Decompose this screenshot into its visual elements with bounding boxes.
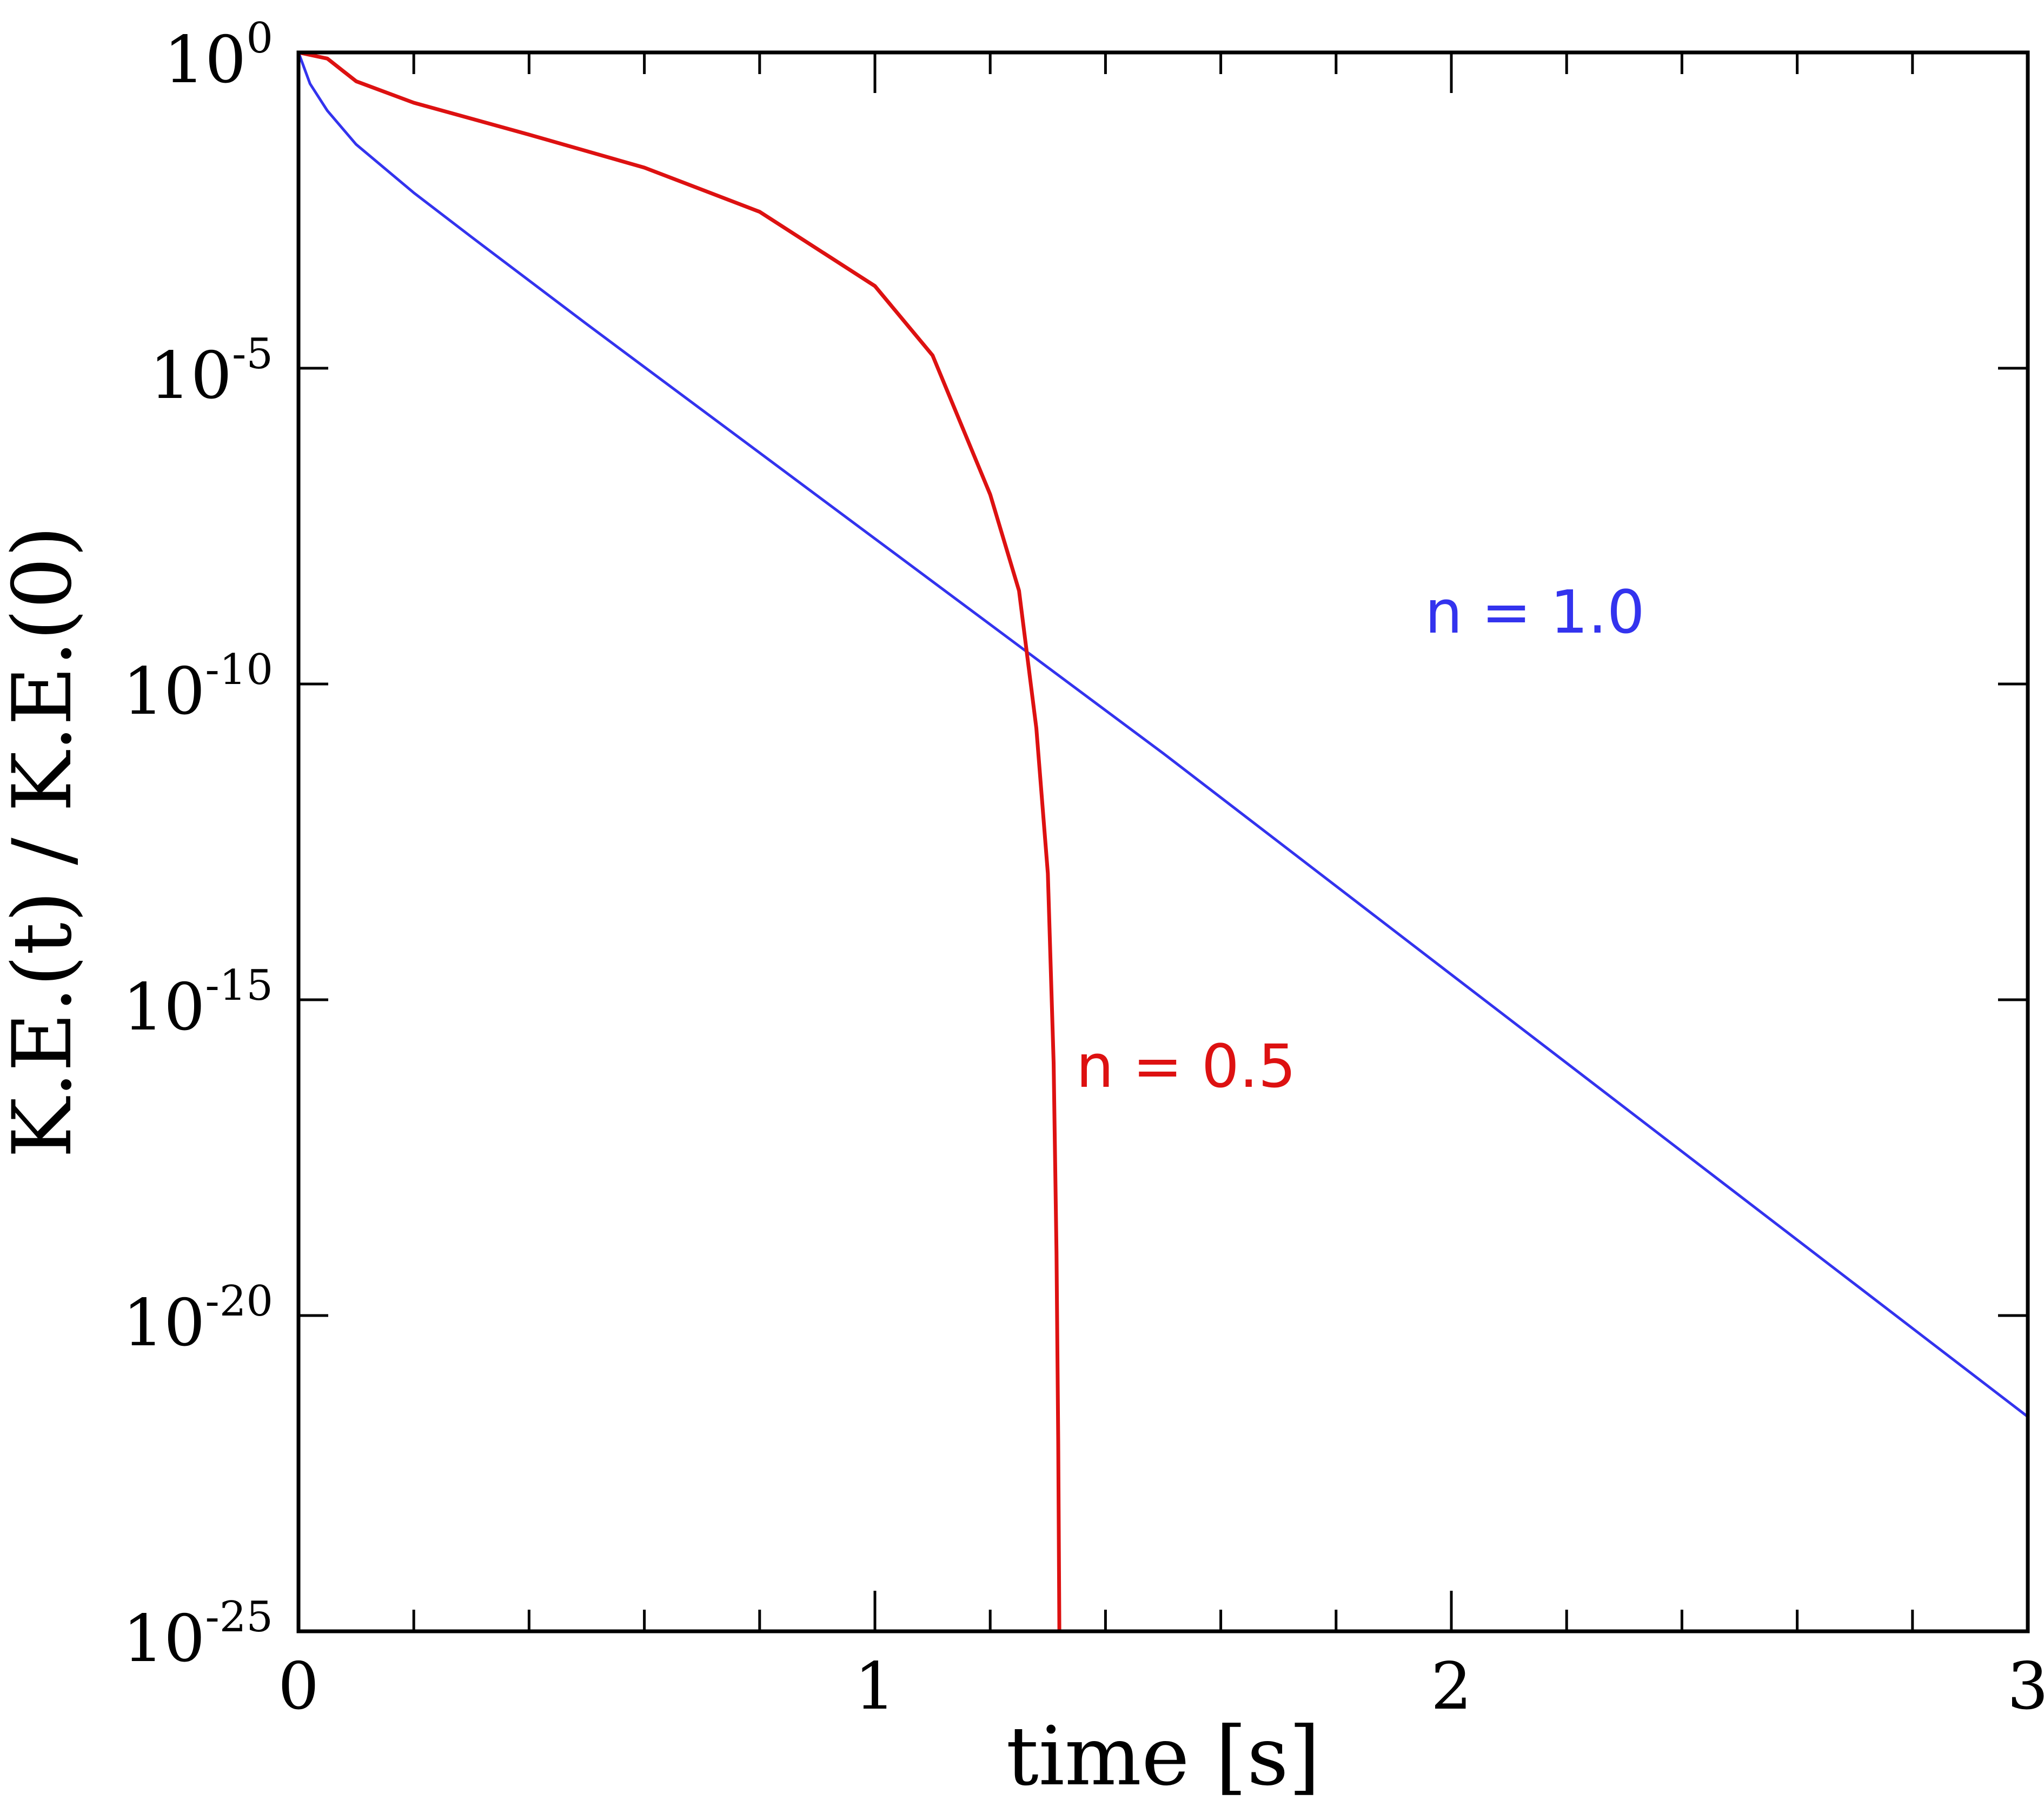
- y-tick-label: 10-10: [123, 646, 273, 729]
- y-tick-base: 10: [164, 23, 247, 98]
- y-tick-label: 100: [164, 14, 273, 98]
- x-tick-label: 1: [854, 1649, 895, 1724]
- y-tick-exponent: -10: [205, 646, 273, 694]
- y-tick-base: 10: [123, 1602, 205, 1677]
- y-axis-title: K.E.(t) / K.E.(0): [0, 526, 90, 1158]
- y-tick-exponent: -25: [205, 1593, 273, 1642]
- series-lines: [297, 50, 2029, 1632]
- x-axis-title: time [s]: [1006, 1710, 1320, 1800]
- y-tick-base: 10: [123, 654, 205, 729]
- plot-frame: [296, 50, 2030, 1633]
- y-tick-exponent: -15: [205, 961, 273, 1010]
- y-tick-label: 10-25: [123, 1593, 273, 1677]
- x-tick-labels: 0 1 2 3: [278, 1649, 2044, 1724]
- y-tick-exponent: -5: [232, 330, 273, 378]
- x-tick-label: 2: [1431, 1649, 1472, 1724]
- series-line-2: [298, 50, 1061, 1632]
- y-tick-label: 10-5: [149, 330, 273, 414]
- series-label-n1: n = 1.0: [1425, 577, 1645, 647]
- series-line-1: [297, 52, 2029, 1418]
- y-tick-base: 10: [123, 1286, 205, 1361]
- y-tick-exponent: -20: [205, 1277, 273, 1326]
- y-tick-label: 10-20: [123, 1277, 273, 1361]
- y-tick-exponent: 0: [246, 14, 273, 63]
- y-tick-label: 10-15: [123, 961, 273, 1045]
- series-label-n05: n = 0.5: [1076, 1032, 1296, 1101]
- tick-marks: [297, 51, 2029, 1633]
- x-tick-label: 3: [2007, 1649, 2044, 1724]
- y-tick-base: 10: [123, 970, 205, 1045]
- x-tick-label: 0: [278, 1649, 319, 1724]
- y-tick-base: 10: [149, 338, 232, 414]
